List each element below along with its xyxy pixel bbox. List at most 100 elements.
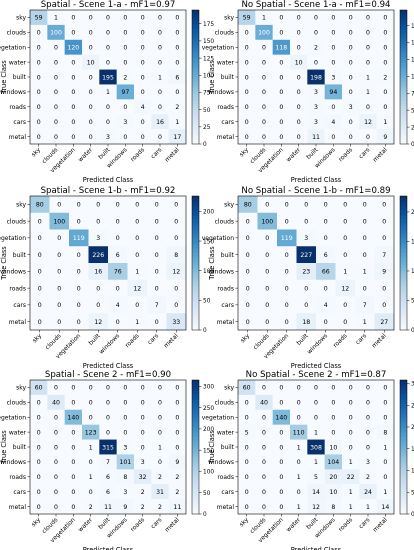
matrix-cell <box>376 24 395 41</box>
colorbar-tick-label: 0 <box>411 512 414 518</box>
y-tick-label: windows <box>0 269 26 276</box>
matrix-cell <box>151 409 169 425</box>
colorbar-tick-label: 0 <box>203 328 207 334</box>
matrix-cell <box>290 380 308 396</box>
matrix-cell <box>49 279 70 297</box>
matrix-cell <box>359 114 377 130</box>
colorbar-band <box>400 458 407 461</box>
colorbar-band <box>400 135 407 138</box>
colorbar-band <box>400 471 407 475</box>
colorbar-band <box>192 325 199 329</box>
matrix-cell <box>272 469 291 485</box>
colorbar-band <box>192 233 199 237</box>
y-tick-label: sky <box>224 202 234 209</box>
matrix-cell <box>324 99 343 115</box>
cell-value: 0 <box>89 385 93 392</box>
colorbar: 0 50 100 150 200 <box>399 195 414 334</box>
matrix-cell <box>238 439 256 455</box>
cell-value: 0 <box>175 415 179 422</box>
x-tick-label: cars <box>146 332 160 346</box>
matrix-cell <box>355 313 375 331</box>
y-tick-label: vegetation <box>0 44 26 51</box>
cell-value: 11 <box>312 134 320 141</box>
colorbar-band <box>192 509 199 513</box>
colorbar-band <box>192 16 199 20</box>
colorbar-band <box>400 126 407 129</box>
x-tick-label: cars <box>150 146 164 160</box>
matrix-cell <box>88 263 109 281</box>
colorbar-band <box>192 36 199 40</box>
cell-value: 8 <box>383 429 387 436</box>
colorbar-band <box>400 139 407 143</box>
cell-value: 0 <box>279 119 283 126</box>
colorbar-band <box>192 207 199 210</box>
colorbar-frame <box>191 9 200 145</box>
matrix-cell <box>166 296 187 314</box>
colorbar-band <box>400 213 407 217</box>
cell-value: 119 <box>73 235 85 242</box>
colorbar-band <box>400 455 407 459</box>
matrix-cell <box>47 484 65 500</box>
colorbar-band <box>192 218 199 221</box>
matrix-cell <box>116 39 135 55</box>
matrix-cell <box>307 439 325 455</box>
colorbar-band <box>192 114 199 118</box>
cell-value: 227 <box>300 252 312 259</box>
y-tick-label: metal <box>9 319 27 326</box>
cell-value: 0 <box>89 459 93 466</box>
cell-value: 0 <box>314 59 318 66</box>
colorbar-band <box>192 431 199 434</box>
matrix-cell <box>82 84 100 100</box>
cell-value: 1 <box>363 319 367 326</box>
y-tick-label: built <box>221 252 235 259</box>
cell-value: 0 <box>331 104 335 111</box>
matrix-cell <box>238 499 256 515</box>
cell-value: 0 <box>343 202 347 209</box>
cell-value: 0 <box>71 489 75 496</box>
y-tick-label: sky <box>16 15 26 22</box>
colorbar: 0 50 100 150 200 <box>191 195 214 334</box>
cell-value: 3 <box>141 459 145 466</box>
colorbar-band <box>400 409 407 412</box>
y-axis-label: True Class <box>0 430 8 465</box>
y-axis-label: True Class <box>208 430 216 465</box>
colorbar-band <box>400 97 407 100</box>
matrix-cell <box>359 409 377 425</box>
matrix-cell <box>30 196 50 214</box>
matrix-cell <box>151 484 169 500</box>
cell-value: 0 <box>297 89 301 96</box>
matrix-cell <box>151 114 169 130</box>
matrix-cell <box>324 129 343 145</box>
matrix-cell <box>99 129 117 145</box>
y-tick-label: metal <box>9 504 27 511</box>
colorbar-band <box>192 242 199 246</box>
cell-value: 0 <box>54 504 58 511</box>
cell-value: 0 <box>174 285 178 292</box>
cell-value: 3 <box>366 459 370 466</box>
cell-value: 3 <box>106 134 110 141</box>
cell-value: 12 <box>341 285 349 292</box>
matrix-cell <box>116 499 135 515</box>
colorbar-tick-label: 50 <box>411 108 414 114</box>
cell-value: 0 <box>246 319 250 326</box>
colorbar-band <box>400 263 407 266</box>
cell-value: 308 <box>310 444 322 451</box>
cell-value: 0 <box>382 302 386 309</box>
matrix-cell <box>64 499 83 515</box>
matrix-cell <box>277 279 297 297</box>
colorbar-band <box>192 260 199 264</box>
cell-value: 18 <box>302 319 310 326</box>
cell-value: 4 <box>116 302 120 309</box>
y-tick-label: roads <box>9 104 26 111</box>
matrix-cell <box>359 439 377 455</box>
cell-value: 0 <box>135 218 139 225</box>
cell-value: 0 <box>314 400 318 407</box>
matrix-cell <box>359 499 377 515</box>
cell-value: 4 <box>331 119 335 126</box>
matrix-cell <box>147 229 167 247</box>
matrix-cell <box>151 24 169 41</box>
cell-value: 0 <box>38 252 42 259</box>
cell-value: 40 <box>52 400 60 407</box>
matrix-cell <box>168 409 187 425</box>
colorbar-band <box>400 413 407 417</box>
